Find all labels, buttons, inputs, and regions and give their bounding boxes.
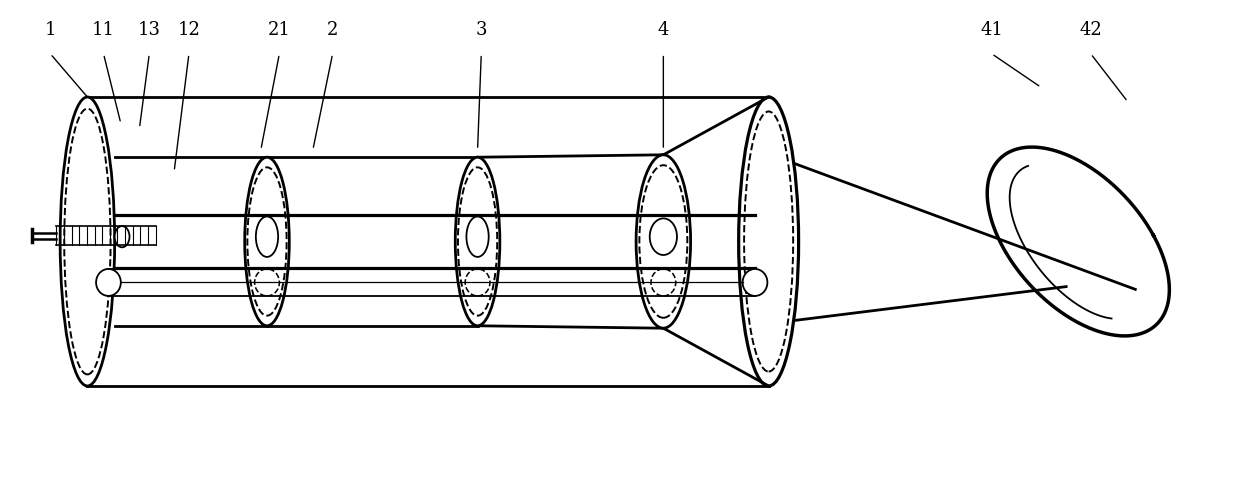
Ellipse shape xyxy=(255,216,278,257)
Ellipse shape xyxy=(743,269,768,296)
Text: 13: 13 xyxy=(138,21,161,39)
Ellipse shape xyxy=(636,155,691,328)
Text: 42: 42 xyxy=(1079,21,1102,39)
Text: 2: 2 xyxy=(327,21,339,39)
Text: 1: 1 xyxy=(45,21,56,39)
Text: 41: 41 xyxy=(980,21,1003,39)
Text: 4: 4 xyxy=(657,21,670,39)
Text: 12: 12 xyxy=(177,21,201,39)
Ellipse shape xyxy=(650,218,677,255)
Text: 3: 3 xyxy=(475,21,487,39)
Text: 11: 11 xyxy=(92,21,115,39)
Ellipse shape xyxy=(244,157,289,326)
Text: 21: 21 xyxy=(268,21,291,39)
Ellipse shape xyxy=(61,97,114,386)
Ellipse shape xyxy=(466,216,489,257)
Ellipse shape xyxy=(455,157,500,326)
Ellipse shape xyxy=(739,97,799,386)
Ellipse shape xyxy=(95,269,120,296)
Ellipse shape xyxy=(114,226,129,247)
